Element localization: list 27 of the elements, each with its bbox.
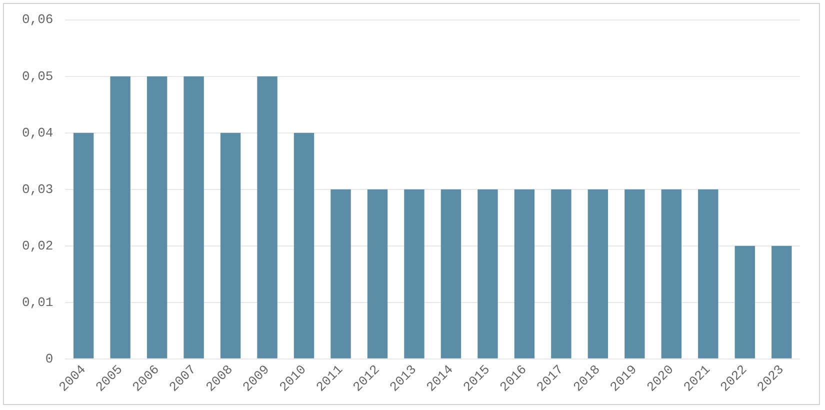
y-tick-label: 0,04 <box>22 125 54 140</box>
bar <box>330 189 351 358</box>
bar <box>734 246 755 358</box>
bar <box>146 76 168 358</box>
bar <box>624 189 645 358</box>
bar <box>110 76 130 358</box>
y-tick-label: 0,03 <box>22 182 54 197</box>
y-tick-label: 0,02 <box>22 238 54 254</box>
bar <box>440 189 462 358</box>
bar <box>551 189 572 358</box>
y-tick-label: 0,06 <box>22 12 54 28</box>
bar <box>661 189 682 358</box>
bar <box>220 132 241 358</box>
bar <box>698 189 718 358</box>
bar <box>514 189 535 358</box>
bar <box>478 189 498 358</box>
bar <box>294 132 314 358</box>
y-tick-label: 0,01 <box>22 294 54 310</box>
bar <box>184 76 204 358</box>
bar <box>772 246 792 358</box>
bar <box>367 189 388 358</box>
bar <box>404 189 424 358</box>
bar <box>257 76 278 358</box>
bar <box>588 189 608 358</box>
bar <box>73 132 94 358</box>
y-tick-label: 0,05 <box>22 68 54 84</box>
y-tick-label: 0 <box>45 351 54 366</box>
